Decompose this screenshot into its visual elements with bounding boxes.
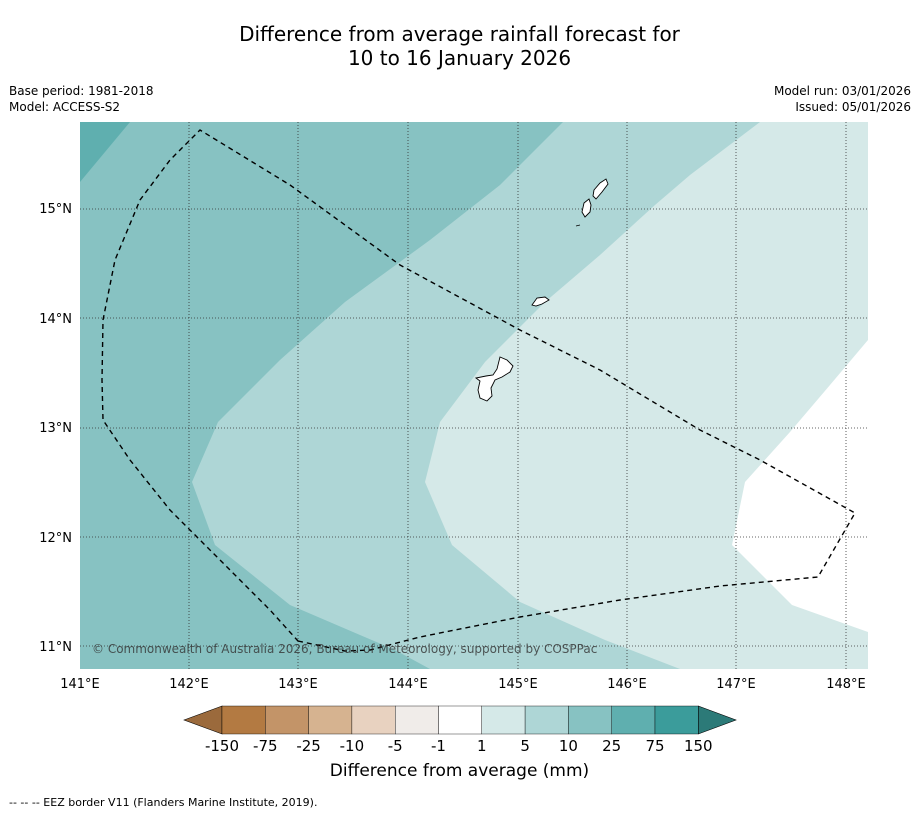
colorbar-tick: -10 [340, 737, 365, 755]
colorbar-tick: -25 [296, 737, 321, 755]
colorbar-segment [221, 705, 266, 735]
title-line-2: 10 to 16 January 2026 [347, 46, 572, 70]
guam-island [474, 356, 514, 402]
colorbar-segment [524, 705, 569, 735]
colorbar-tick: 25 [602, 737, 621, 755]
lat-label: 14°N [39, 312, 72, 327]
latitude-labels: 15°N 14°N 13°N 12°N 11°N [39, 202, 72, 655]
meta-left: Base period: 1981-2018 Model: ACCESS-S2 [9, 83, 154, 115]
longitude-labels: 141°E 142°E 143°E 144°E 145°E 146°E 147°… [60, 677, 866, 692]
lat-label: 15°N [39, 202, 72, 217]
graticule [80, 122, 868, 669]
model-name: Model: ACCESS-S2 [9, 100, 121, 114]
copyright-notice: © Commonwealth of Australia 2026, Bureau… [92, 642, 597, 656]
lat-label: 11°N [39, 640, 72, 655]
rota-island [531, 296, 550, 307]
colorbar-tick: 5 [520, 737, 530, 755]
lon-label: 142°E [169, 677, 209, 692]
colorbar-tick: -150 [205, 737, 239, 755]
colorbar-segment [568, 705, 612, 735]
colorbar-label: Difference from average (mm) [329, 761, 590, 781]
colorbar: -150 -75 -25 -10 -5 -1 1 5 10 25 75 150 [183, 705, 737, 755]
map-title: Difference from average rainfall forecas… [0, 22, 919, 70]
colorbar-tick: 10 [559, 737, 578, 755]
eez-border [101, 129, 856, 652]
band-25-to-75 [80, 122, 130, 182]
rainfall-difference-map [80, 122, 868, 669]
title-line-1: Difference from average rainfall forecas… [239, 22, 680, 46]
islands [474, 178, 609, 402]
lon-label: 144°E [388, 677, 428, 692]
tinian-island [581, 198, 592, 218]
colorbar-extend-low [183, 705, 223, 735]
colorbar-segment [308, 705, 353, 735]
eez-footnote: -- -- -- EEZ border V11 (Flanders Marine… [9, 796, 318, 809]
aguijan-island [575, 224, 581, 227]
lat-label: 13°N [39, 421, 72, 436]
colorbar-extend-high [697, 705, 737, 735]
lon-label: 143°E [278, 677, 318, 692]
colorbar-segment [611, 705, 656, 735]
lon-label: 141°E [60, 677, 100, 692]
colorbar-tick: 75 [645, 737, 664, 755]
issued-date: Issued: 05/01/2026 [795, 100, 911, 114]
colorbar-segment [395, 705, 439, 735]
colorbar-tick: -5 [388, 737, 403, 755]
colorbar-tick: 150 [684, 737, 713, 755]
saipan-island [592, 178, 609, 200]
lon-label: 145°E [498, 677, 538, 692]
lon-label: 147°E [716, 677, 756, 692]
meta-right: Model run: 03/01/2026 Issued: 05/01/2026 [774, 83, 911, 115]
colorbar-segment [265, 705, 309, 735]
colorbar-segment [654, 705, 699, 735]
colorbar-tick: -75 [253, 737, 278, 755]
model-run: Model run: 03/01/2026 [773, 84, 911, 98]
colorbar-segment [351, 705, 396, 735]
colorbar-tick: 1 [477, 737, 487, 755]
lat-label: 12°N [39, 531, 72, 546]
colorbar-segment [481, 705, 526, 735]
colorbar-segment [438, 705, 482, 735]
lon-label: 148°E [826, 677, 866, 692]
colorbar-ticks: -150 -75 -25 -10 -5 -1 1 5 10 25 75 150 [205, 737, 713, 755]
band-minus1-to-1 [732, 340, 868, 632]
lon-label: 146°E [607, 677, 647, 692]
colorbar-tick: -1 [431, 737, 446, 755]
base-period: Base period: 1981-2018 [9, 84, 154, 98]
